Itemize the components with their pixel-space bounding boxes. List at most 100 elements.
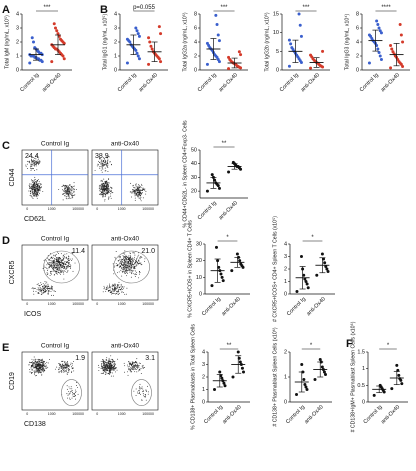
flow-event <box>68 193 70 195</box>
flow-event <box>133 186 135 188</box>
flow-event <box>100 188 102 190</box>
flow-event <box>138 392 140 394</box>
y-tick-label: 0 <box>284 399 287 405</box>
flow-event <box>30 188 32 189</box>
flow-event <box>34 361 36 363</box>
flow-event <box>28 184 30 186</box>
flow-event <box>42 365 44 367</box>
flow-event <box>107 159 109 161</box>
flow-event <box>129 261 131 263</box>
flow-event <box>73 195 75 196</box>
flow-event <box>105 359 107 361</box>
flow-event <box>58 188 60 190</box>
flow-event <box>105 187 107 189</box>
flow-event <box>105 361 106 363</box>
flow-event <box>60 271 62 273</box>
flow-event <box>98 185 100 187</box>
flow-event <box>40 186 42 188</box>
flow-event <box>107 182 109 184</box>
flow-event <box>124 365 126 367</box>
flow-event <box>124 371 126 373</box>
flow-event <box>105 191 107 193</box>
flow-event <box>102 195 104 197</box>
flow-event <box>108 156 110 158</box>
flow-event <box>69 258 71 260</box>
flow-event <box>104 163 106 165</box>
flow-event <box>50 265 52 266</box>
flow-event <box>140 257 141 259</box>
flow-event <box>106 182 108 184</box>
flow-event <box>139 263 141 265</box>
flow-event <box>105 191 107 193</box>
data-point <box>379 58 383 61</box>
flow-event <box>53 263 55 265</box>
flow-event <box>63 366 65 368</box>
flow-event <box>58 372 60 374</box>
flow-event <box>137 263 139 265</box>
flow-event <box>65 184 67 186</box>
flow-event <box>46 287 48 289</box>
flow-event <box>102 365 104 367</box>
flow-event <box>105 186 107 187</box>
category-label: anti-Ox40 <box>304 404 325 425</box>
flow-event <box>110 290 112 292</box>
flow-event <box>104 193 106 194</box>
category-label: Control Ig <box>285 404 306 425</box>
flow-event <box>105 189 107 191</box>
flow-event <box>101 372 103 374</box>
flow-event <box>35 163 37 164</box>
flow-event <box>127 361 129 363</box>
flow-event <box>102 360 104 362</box>
flow-event <box>26 160 28 162</box>
flow-event <box>62 265 64 267</box>
flow-event <box>37 188 39 190</box>
flow-event <box>48 263 50 265</box>
data-point <box>213 178 217 182</box>
data-point <box>222 381 226 385</box>
flow-event <box>131 269 133 271</box>
flow-event <box>34 176 36 178</box>
flow-event <box>39 372 41 373</box>
category-label: Control Ig <box>197 200 218 221</box>
flow-event <box>35 190 37 192</box>
flow-event <box>133 365 135 367</box>
flow-event <box>107 187 109 189</box>
significance-label: *** <box>220 5 228 11</box>
data-point <box>223 384 227 388</box>
flow-event <box>111 192 113 194</box>
flow-event <box>130 268 132 270</box>
flow-event <box>131 270 133 272</box>
flow-event <box>119 265 120 267</box>
flow-event <box>72 252 74 253</box>
data-point <box>62 57 66 61</box>
flow-event <box>56 256 58 258</box>
flow-event <box>59 261 61 262</box>
flow-event <box>141 386 143 388</box>
gate <box>61 379 82 406</box>
flow-event <box>38 366 40 368</box>
flow-event <box>99 190 101 192</box>
flow-event <box>126 269 128 271</box>
flow-event <box>121 261 123 262</box>
flow-event <box>58 362 60 364</box>
flow-event <box>110 365 112 367</box>
flow-event <box>141 185 143 187</box>
flow-event <box>70 265 72 267</box>
flow-event <box>123 266 125 268</box>
flow-event <box>28 155 30 157</box>
flow-event <box>121 258 123 260</box>
data-point <box>378 29 382 33</box>
flow-event <box>113 284 115 286</box>
data-point <box>399 33 403 37</box>
flow-event <box>130 258 132 260</box>
flow-event <box>110 361 112 363</box>
flow-event <box>47 286 49 288</box>
flow-event <box>64 361 66 362</box>
flow-event <box>62 365 64 367</box>
flow-event <box>132 265 134 267</box>
flow-event <box>139 192 141 194</box>
y-axis-label: Total IgM (ng/mL, x10⁵) <box>4 15 10 69</box>
flow-event <box>108 364 110 366</box>
flow-event <box>127 374 129 376</box>
flow-event <box>47 261 49 263</box>
